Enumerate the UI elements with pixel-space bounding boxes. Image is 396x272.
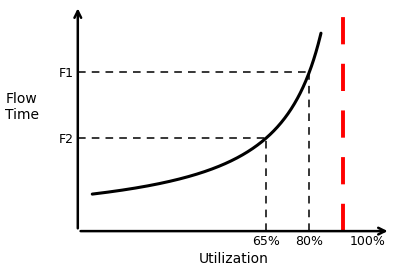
X-axis label: Utilization: Utilization xyxy=(199,252,269,267)
Y-axis label: Flow
Time: Flow Time xyxy=(4,92,38,122)
